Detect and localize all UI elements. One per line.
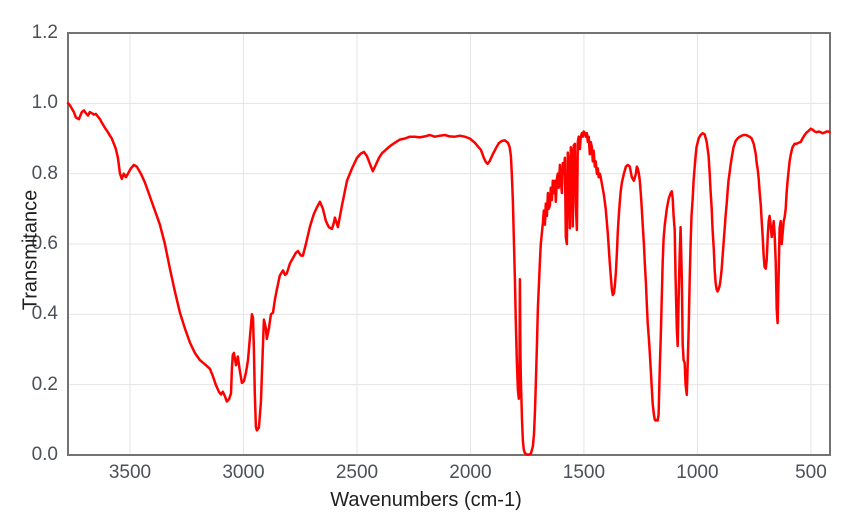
spectrum-line <box>66 102 831 456</box>
x-tick-label: 3000 <box>222 462 265 483</box>
y-tick-label: 0.8 <box>31 162 58 184</box>
y-tick-label: 1.0 <box>31 92 58 114</box>
x-tick-label: 500 <box>795 462 827 483</box>
y-axis-title: Transmitance <box>19 189 42 311</box>
x-tick-label: 1500 <box>562 462 606 483</box>
x-tick-label: 2000 <box>449 462 492 483</box>
y-tick-label: 0.0 <box>31 444 58 465</box>
x-tick-label: 1000 <box>676 462 719 483</box>
y-tick-label: 0.2 <box>31 373 58 395</box>
x-tick-label: 2500 <box>335 462 379 483</box>
y-tick-label: 0.4 <box>31 303 58 325</box>
x-tick-label: 3500 <box>108 462 152 483</box>
y-tick-label: 0.6 <box>31 233 58 254</box>
x-axis-title: Wavenumbers (cm-1) <box>330 489 522 511</box>
plot-border <box>67 32 831 456</box>
y-tick-label: 1.2 <box>31 22 58 43</box>
